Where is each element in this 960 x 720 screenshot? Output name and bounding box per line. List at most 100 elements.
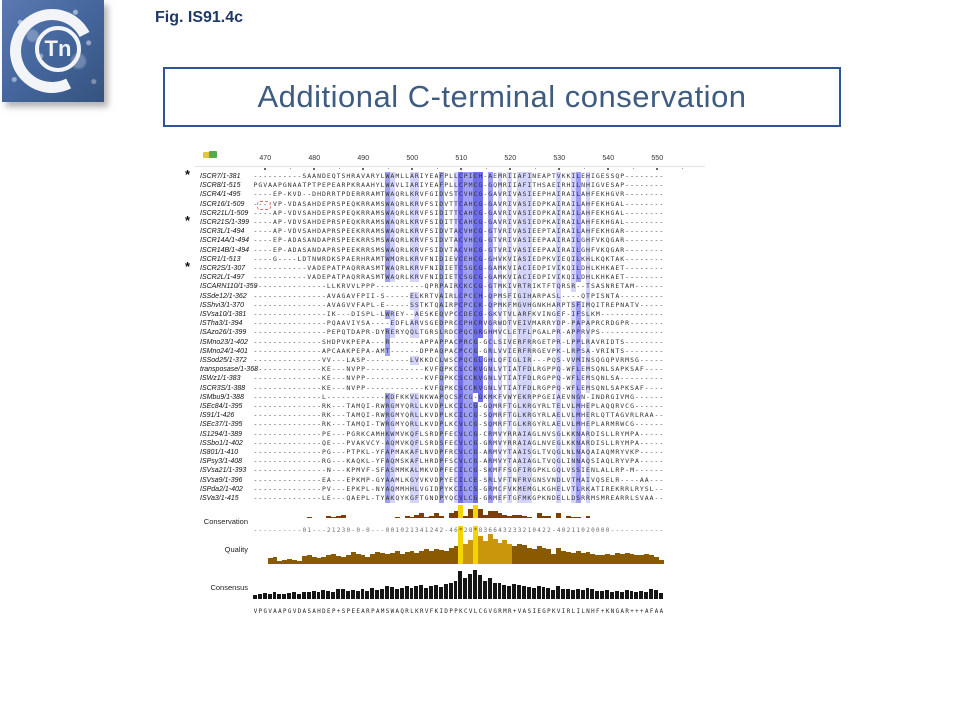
conservation-symbol: - xyxy=(351,527,356,534)
consensus-letter: A xyxy=(654,609,659,615)
consensus-letter: W xyxy=(390,609,395,615)
conservation-symbol: - xyxy=(444,527,448,534)
consensus-sequence: VPGVAAPGVDASAHDEP+SPEEARPAMSWAQRLKRVFKID… xyxy=(253,600,664,618)
histogram-bar xyxy=(521,515,527,518)
sequence-cells: ---------------IK---DISPL-LWREY--AESKEQV… xyxy=(253,310,664,320)
histogram-bar xyxy=(345,554,351,564)
conservation-symbol: - xyxy=(610,527,615,534)
conservation-symbol: 1 xyxy=(410,527,414,534)
conservation-symbol: 0 xyxy=(400,527,404,534)
histogram-bar xyxy=(649,588,655,599)
histogram-bar xyxy=(419,513,425,518)
histogram-bar xyxy=(399,587,405,599)
conservation-symbol: 0 xyxy=(390,527,395,534)
histogram-bar xyxy=(595,554,601,564)
histogram-bar xyxy=(301,591,307,599)
sequence-id: ISCR7/1-381 xyxy=(200,173,241,180)
sequence-cells: ---------------AVAGAVFPII-S-----ELKRTVAI… xyxy=(253,291,664,301)
histogram-bar xyxy=(404,586,410,599)
alignment-row: ISCARN110/1-359 ---------------LLKRVVLPPP… xyxy=(0,282,960,292)
conservation-symbol: 2 xyxy=(405,527,409,534)
consensus-letter: V xyxy=(488,609,492,615)
histogram-bar xyxy=(277,560,283,564)
histogram-bar xyxy=(424,516,430,518)
histogram-bar xyxy=(453,581,459,599)
conservation-symbol: 0 xyxy=(356,527,360,534)
consensus-letter: + xyxy=(512,609,517,615)
histogram-bar xyxy=(649,554,655,564)
histogram-bar xyxy=(297,593,302,599)
alignment-row: ISSod25/1-372 --------------VV---LASP----… xyxy=(0,356,960,366)
sequence-cells: ----EP-ADASANDAPRSPEEKRRSMSWAQRLKRVFSIDV… xyxy=(253,245,664,255)
histogram-bar xyxy=(482,514,488,518)
histogram-bar xyxy=(536,513,542,518)
consensus-letter: M xyxy=(380,609,385,615)
histogram-bar xyxy=(614,590,620,599)
conservation-symbol: 1 xyxy=(395,527,400,534)
consensus-letter: E xyxy=(327,609,331,615)
histogram-bar xyxy=(341,514,346,518)
conservation-symbol: 3 xyxy=(483,527,488,534)
alignment-row: ISPsy3/1-408 --------------RG---KAQKL-YFA… xyxy=(0,457,960,467)
conservation-symbol: 0 xyxy=(605,527,610,534)
ruler-minor-tick xyxy=(289,168,291,169)
sequence-id: ISEc84/1-395 xyxy=(200,403,243,410)
sequence-cells: ----VP-VDASAHDEPRSPEQKRRAMSWAQRLKRVFSIDV… xyxy=(253,199,664,209)
alignment-row: ISShvi3/1-370 ---------------AVAGVVFAPL-E… xyxy=(0,300,960,310)
consensus-letter: Q xyxy=(400,609,404,615)
consensus-letter: A xyxy=(312,609,316,615)
histogram-bar xyxy=(448,582,454,599)
conservation-symbol: - xyxy=(361,527,365,534)
consensus-letter: P xyxy=(258,609,263,615)
sequence-id: transposase/1-368 xyxy=(200,366,258,374)
histogram-bar xyxy=(341,557,346,564)
consensus-letter: S xyxy=(307,609,311,615)
conservation-symbol: 4 xyxy=(434,527,439,534)
histogram-bar xyxy=(321,556,327,564)
histogram-bar xyxy=(380,553,386,564)
sequence-cells: --------------RK---TAMQI-RWRGMYQRLLKVDPL… xyxy=(253,402,664,412)
histogram-bar xyxy=(331,554,337,564)
histogram-bar xyxy=(370,588,376,599)
histogram-bar xyxy=(634,554,640,564)
ruler-minor-tick xyxy=(632,168,634,169)
ruler-minor-tick xyxy=(387,168,389,169)
histogram-bar xyxy=(610,591,615,599)
histogram-bar xyxy=(634,592,640,599)
sequence-id: ISCR4/1-495 xyxy=(200,191,241,199)
histogram-bar xyxy=(541,515,547,518)
sequence-id: ISEc37/1-395 xyxy=(200,421,243,429)
histogram-bar xyxy=(404,515,410,518)
alignment-row: ISVsa9/1-396 --------------EA---EPKMP-GYA… xyxy=(0,475,960,485)
sequence-cells: PGVAAPGNAATPTPEPEARPKRAAHYLWAVLIARIYEAFP… xyxy=(253,181,664,191)
histogram-bar xyxy=(394,588,400,599)
histogram-bar xyxy=(570,516,576,518)
conservation-symbol: 0 xyxy=(581,527,585,534)
histogram-bar xyxy=(267,594,273,599)
conservation-symbol: * xyxy=(458,526,464,535)
histogram-bar xyxy=(585,552,591,564)
slide-title-box: Additional C-terminal conservation xyxy=(163,67,841,127)
sequence-id: ISVa3/1-415 xyxy=(200,495,239,502)
sequence-id: ISCR16/1-509 xyxy=(200,200,245,208)
alignment-row: ISAzo26/1-399 ---------------PEPQTDAPR-DY… xyxy=(0,328,960,338)
ruler-minor-tick xyxy=(681,168,683,169)
consensus-letter: I xyxy=(532,609,536,615)
conservation-symbol: 2 xyxy=(586,527,590,534)
consensus-letter: V xyxy=(292,609,297,615)
alignment-row: ISMno24/1-401 --------------APCAAKPEPA-AM… xyxy=(0,346,960,356)
histogram-bar xyxy=(507,585,513,599)
sequence-cells: --------------EA---EPKMP-GYAAMLKGYVKVDPY… xyxy=(253,475,664,485)
sequence-id: ISCR21S/1-399 xyxy=(200,219,250,226)
sequence-cells: --------------APCAAKPEPA-AMT------DPPAQP… xyxy=(253,346,664,356)
sequence-id: ISSod25/1-372 xyxy=(200,357,247,364)
sequence-cells: --------------KE---NVPP------------KVFQP… xyxy=(253,383,664,393)
histogram-bar xyxy=(477,575,483,599)
consensus-letter: G xyxy=(615,609,620,615)
histogram-bar xyxy=(517,585,522,599)
histogram-bar xyxy=(502,540,508,564)
consensus-letter: P xyxy=(283,609,287,615)
ruler-tick-label: 540 xyxy=(602,155,615,162)
histogram-bar xyxy=(453,510,459,518)
histogram-bar xyxy=(658,560,664,564)
